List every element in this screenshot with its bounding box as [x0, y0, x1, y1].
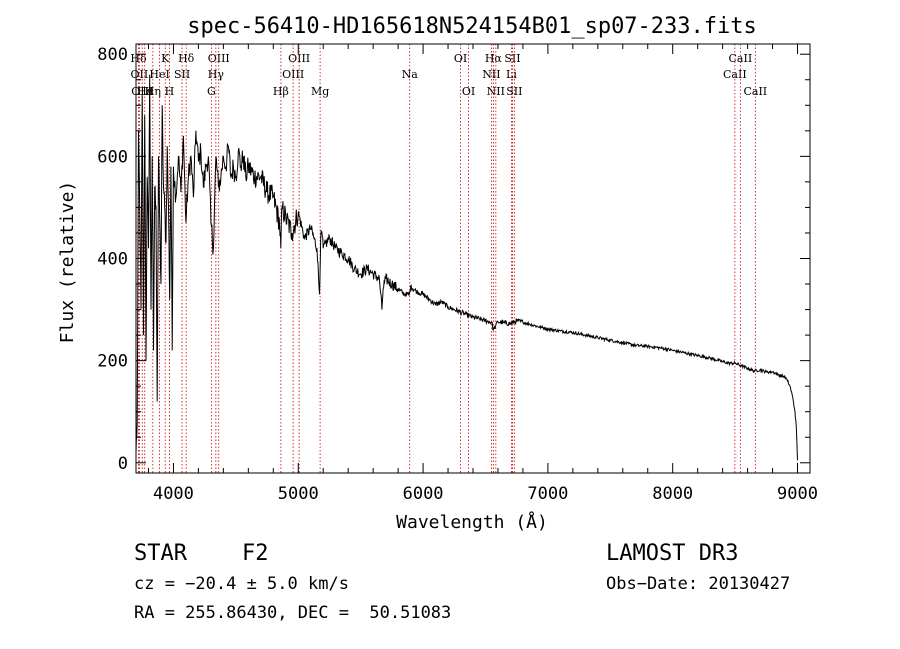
spectral-line-label: OII [131, 68, 149, 81]
x-tick-label: 7000 [527, 484, 568, 504]
spectral-line-label: OIII [282, 68, 304, 81]
redshift-cz: cz = −20.4 ± 5.0 km/s [134, 574, 349, 594]
spectral-line-label: SII [506, 85, 522, 98]
spectral-line-label: Hη [145, 85, 161, 98]
plot-frame [135, 43, 811, 474]
y-tick-label: 800 [97, 45, 128, 65]
x-tick-label: 5000 [278, 484, 319, 504]
spectral-line-label: Hε [137, 85, 153, 98]
y-tick-label: 200 [97, 352, 128, 372]
spectral-line-label: CaII [729, 52, 753, 65]
observation-date: Obs−Date: 20130427 [606, 574, 791, 594]
chart-title: spec-56410-HD165618N524154B01_sp07-233.f… [187, 14, 757, 39]
spectral-line-label: CaII [723, 68, 747, 81]
spectral-line-label: OI [462, 85, 475, 98]
y-tick-label: 0 [118, 454, 128, 474]
spectral-line-label: K [161, 52, 170, 65]
spectral-line-label: NII [482, 68, 500, 81]
spectral-line-label: OI [454, 52, 467, 65]
survey-name: LAMOST DR3 [606, 541, 739, 566]
spectral-line-label: SII [504, 52, 520, 65]
coordinates: RA = 255.86430, DEC = 50.51083 [134, 603, 452, 623]
spectral-line-label: Mg [311, 85, 329, 98]
spectral-line-label: OIII [288, 52, 310, 65]
x-tick-label: 4000 [153, 484, 194, 504]
x-axis-label: Wavelength (Å) [396, 511, 548, 533]
spectral-line-label: Hβ [273, 85, 289, 98]
y-axis-label: Flux (relative) [57, 181, 78, 344]
x-tick-label: 8000 [652, 484, 693, 504]
spectral-line-label: OIII [208, 52, 230, 65]
axes: 4000 5000 6000 7000 8000 9000 0 200 400 600 800 [97, 44, 818, 504]
spectral-line-label: Na [402, 68, 419, 81]
spectral-line-label: Hδ [178, 52, 195, 65]
object-subclass: F2 [242, 541, 269, 566]
spectral-line-label: OIII [131, 85, 153, 98]
object-class: STAR [134, 541, 187, 566]
y-tick-label: 400 [97, 250, 128, 270]
spectral-line-label: H [165, 85, 175, 98]
spectral-line-label: SII [174, 68, 190, 81]
spectral-line-label: Hδ [130, 52, 147, 65]
x-tick-label: 6000 [403, 484, 444, 504]
x-tick-label: 9000 [777, 484, 818, 504]
spectral-line-label: G [207, 85, 216, 98]
spectral-line-label: NII [487, 85, 505, 98]
spectral-line-label: HeI [149, 68, 169, 81]
y-tick-label: 600 [97, 147, 128, 167]
spectral-line-label: Li [506, 68, 517, 81]
spectral-line-label: Hα [485, 52, 503, 65]
spectral-line-label: CaII [743, 85, 767, 98]
spectral-line-label: Hγ [208, 68, 225, 81]
spectrum-line [135, 74, 798, 461]
